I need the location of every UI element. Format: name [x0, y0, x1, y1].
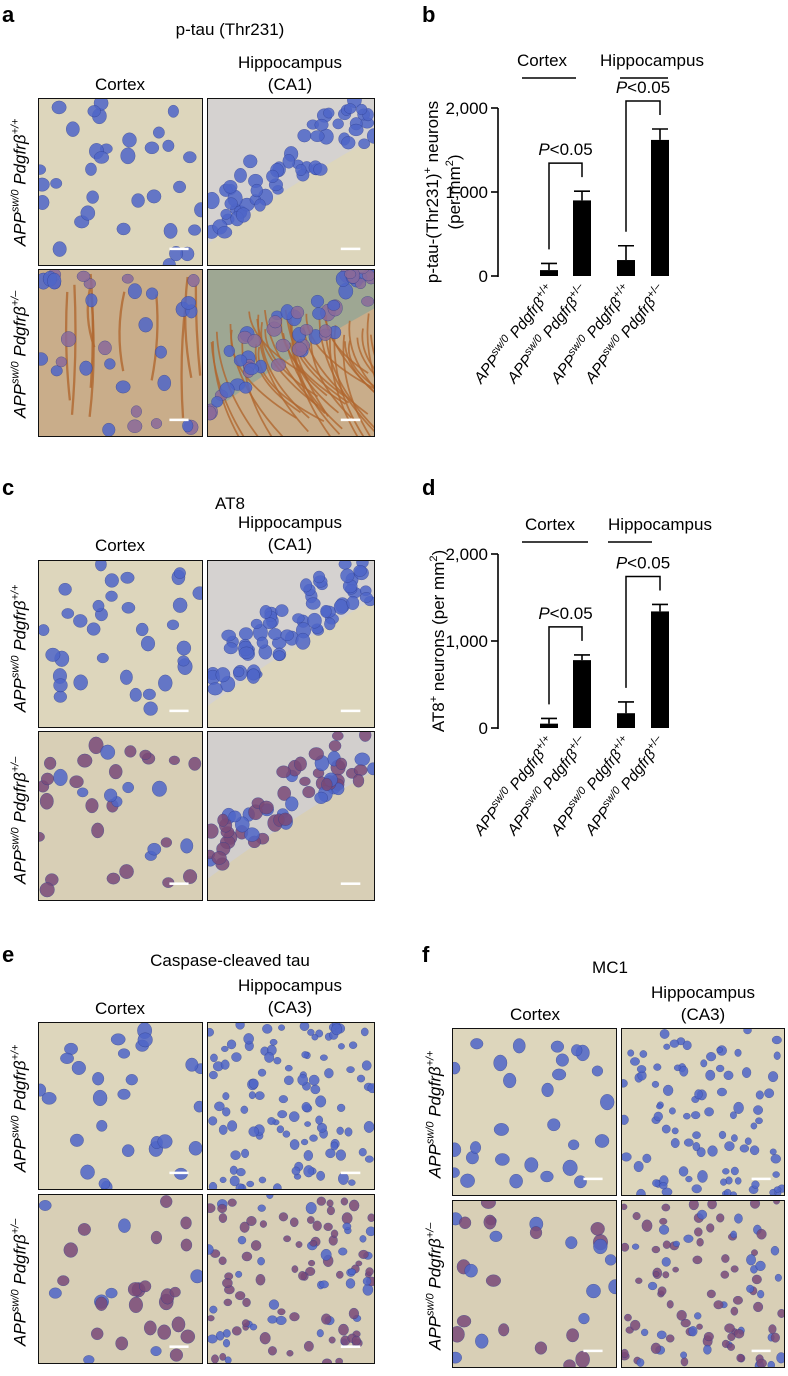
- p-value-label: P<0.05: [616, 78, 670, 97]
- panel-title-a: p-tau (Thr231): [175, 20, 285, 39]
- row-label-het-f: APPsw/0 Pdgfrβ+/–: [424, 1222, 445, 1350]
- micrograph-texture: [39, 732, 202, 900]
- col-title-hippocampus-e: Hippocampus (CA3): [238, 976, 342, 1017]
- col-title-hippocampus-c: Hippocampus (CA1): [238, 513, 342, 554]
- micrograph-texture: [208, 1195, 374, 1363]
- p-value-label: P<0.05: [616, 553, 670, 572]
- micrograph-texture: [622, 1201, 784, 1367]
- row-label-het-e: APPsw/0 Pdgfrβ+/–: [9, 1218, 30, 1346]
- error-bar: [652, 128, 668, 140]
- panel-label-d: d: [422, 475, 436, 500]
- micrograph-f-hippocampus-mutant: [621, 1200, 785, 1368]
- row-label-wt-a: APPsw/0 Pdgfrβ+/+: [9, 118, 30, 247]
- micrograph-texture: [208, 99, 374, 265]
- error-bar: [618, 244, 634, 261]
- panel-title-e: Caspase-cleaved tau: [150, 951, 310, 970]
- micrograph-texture: [208, 732, 374, 900]
- panel-label-b: b: [422, 2, 436, 27]
- row-label-wt-e: APPsw/0 Pdgfrβ+/+: [9, 1044, 30, 1173]
- group-label: Cortex: [517, 51, 568, 70]
- error-bar: [574, 654, 590, 661]
- bar: [573, 660, 591, 728]
- bar: [540, 723, 558, 728]
- micrograph-c-hippocampus-mutant: [207, 731, 375, 901]
- micrograph-texture: [453, 1201, 616, 1367]
- col-title-cortex-a: Cortex: [94, 75, 146, 94]
- bar: [651, 611, 669, 728]
- micrograph-f-hippocampus-control: [621, 1028, 785, 1196]
- micrograph-e-hippocampus-mutant: [207, 1194, 375, 1364]
- micrograph-a-hippocampus-control: [207, 98, 375, 266]
- group-label: Hippocampus: [600, 51, 704, 70]
- row-label-het-c: APPsw/0 Pdgfrβ+/–: [9, 756, 30, 884]
- bar: [617, 713, 635, 728]
- micrograph-texture: [39, 270, 202, 436]
- micrograph-c-cortex-mutant: [38, 731, 203, 901]
- col-title-hippocampus-f: Hippocampus (CA3): [651, 983, 755, 1024]
- micrograph-texture: [39, 1023, 202, 1189]
- group-label: Cortex: [525, 515, 576, 534]
- bar-chart-d: 0 1,000 2,000 P<0.05 P<0.05 Cortex Hippocampus…: [428, 515, 712, 840]
- micrograph-texture: [39, 1195, 202, 1363]
- y-tick-label: 2,000: [445, 99, 488, 118]
- significance-bracket: [625, 575, 661, 688]
- micrograph-texture: [208, 561, 374, 727]
- micrograph-texture: [208, 270, 374, 436]
- significance-bracket: [625, 100, 661, 232]
- panel-label-c: c: [2, 475, 15, 500]
- micrograph-e-hippocampus-control: [207, 1022, 375, 1190]
- micrograph-texture: [453, 1029, 616, 1195]
- micrograph-texture: [39, 99, 202, 265]
- micrograph-a-cortex-control: [38, 98, 203, 266]
- micrograph-texture: [208, 1023, 374, 1189]
- y-tick-label: 0: [479, 719, 488, 738]
- panel-title-c: AT8: [215, 494, 245, 513]
- error-bar: [541, 717, 557, 724]
- micrograph-a-hippocampus-mutant: [207, 269, 375, 437]
- p-value-label: P<0.05: [538, 140, 592, 159]
- micrograph-e-cortex-mutant: [38, 1194, 203, 1364]
- col-title-cortex-f: Cortex: [509, 1005, 561, 1024]
- row-label-het-a: APPsw/0 Pdgfrβ+/–: [9, 290, 30, 418]
- bar: [617, 260, 635, 276]
- micrograph-texture: [622, 1029, 784, 1195]
- y-axis-label: p-tau-(Thr231)+ neurons: [422, 101, 442, 283]
- p-value-label: P<0.05: [538, 604, 592, 623]
- y-tick-label: 0: [479, 267, 488, 286]
- micrograph-a-cortex-mutant: [38, 269, 203, 437]
- row-label-wt-f: APPsw/0 Pdgfrβ+/+: [424, 1050, 445, 1179]
- error-bar: [652, 603, 668, 612]
- group-label: Hippocampus: [608, 515, 712, 534]
- y-tick-label: 2,000: [445, 545, 488, 564]
- error-bar: [574, 190, 590, 201]
- micrograph-e-cortex-control: [38, 1022, 203, 1190]
- y-axis-label-line2: (per mm2): [444, 154, 464, 229]
- micrograph-f-cortex-mutant: [452, 1200, 617, 1368]
- col-title-cortex-c: Cortex: [94, 536, 146, 555]
- panel-label-f: f: [422, 942, 430, 967]
- micrograph-f-cortex-control: [452, 1028, 617, 1196]
- micrograph-texture: [39, 561, 202, 727]
- panel-label-a: a: [2, 2, 15, 27]
- micrograph-c-hippocampus-control: [207, 560, 375, 728]
- bar: [540, 270, 558, 276]
- bar: [651, 139, 669, 276]
- significance-bracket: [548, 162, 583, 250]
- error-bar: [618, 701, 634, 714]
- y-tick-label: 1,000: [445, 183, 488, 202]
- panel-title-f: MC1: [592, 958, 628, 977]
- row-label-wt-c: APPsw/0 Pdgfrβ+/+: [9, 584, 30, 713]
- y-axis-label: AT8+ neurons (per mm2): [428, 550, 448, 732]
- bar: [573, 200, 591, 276]
- col-title-hippocampus-a: Hippocampus (CA1): [238, 53, 342, 94]
- y-tick-label: 1,000: [445, 632, 488, 651]
- col-title-cortex-e: Cortex: [94, 999, 146, 1018]
- panel-label-e: e: [2, 942, 15, 967]
- micrograph-c-cortex-control: [38, 560, 203, 728]
- error-bar: [541, 262, 557, 271]
- significance-bracket: [548, 626, 583, 705]
- bar-chart-b: 0 1,000 2,000 P<0.05 P<0.05 Cortex Hippocampus…: [422, 51, 704, 388]
